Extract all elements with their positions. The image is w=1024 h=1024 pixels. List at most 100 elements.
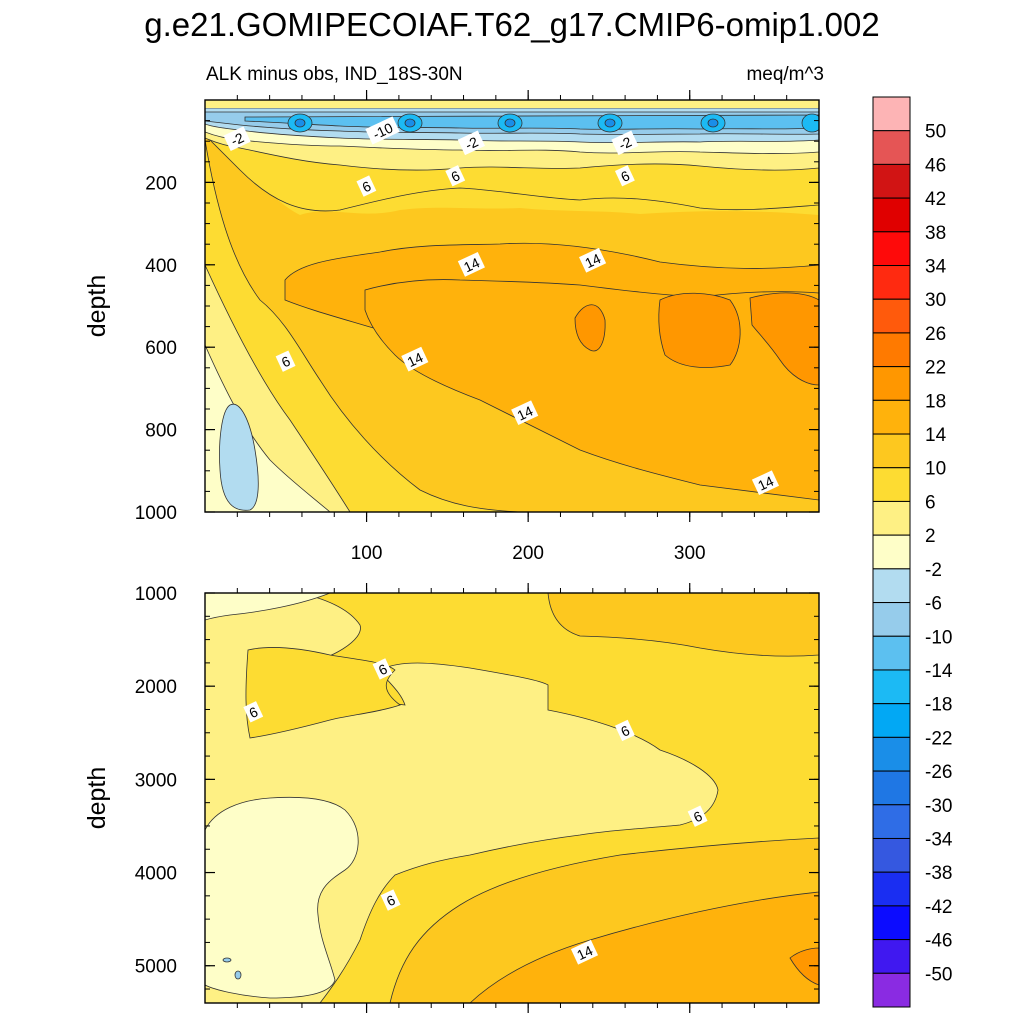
colorbar: 50 46 42 38 34 30 26 22 18 14 10 6 2 -2 -6 -10 -14 -18 -22…	[872, 96, 953, 1008]
colorbar-label: 34	[925, 257, 947, 278]
colorbar-swatch	[872, 669, 911, 705]
colorbar-swatch	[872, 298, 911, 334]
field-band-18-22-bottom	[789, 947, 819, 986]
bottom-panel-frame	[204, 592, 820, 1004]
contour-label-box	[243, 701, 264, 723]
contour-label-box	[372, 658, 393, 680]
colorbar-label: 30	[925, 290, 946, 311]
y-axis-title: depth	[83, 767, 111, 830]
colorbar-label: 14	[925, 425, 947, 446]
x-tick-label: 200	[512, 543, 544, 564]
contour-label: 14	[579, 247, 607, 273]
colorbar-label: -18	[925, 695, 952, 716]
colorbar-swatch	[872, 703, 911, 738]
y-tick-label: 3000	[135, 770, 177, 791]
field-band-18-22-patch	[574, 304, 606, 352]
y-tick-label: 1000	[135, 503, 177, 524]
contour-label-box	[614, 165, 635, 187]
colorbar-swatch	[872, 602, 911, 637]
colorbar-swatch	[872, 736, 911, 772]
contour-label-text: 14	[514, 402, 535, 423]
field-blob	[234, 970, 242, 980]
field-core	[404, 118, 416, 128]
deep-ocean-contour-field	[205, 593, 819, 1003]
colorbar-swatch	[872, 635, 911, 671]
field-band-6-10-tongue	[245, 647, 401, 739]
colorbar-swatch	[872, 804, 911, 839]
panel-subtitle: ALK minus obs, IND_18S-30N	[206, 64, 463, 85]
field-band-minus2-2-bottom	[205, 796, 359, 999]
contour-label-text: 14	[405, 349, 426, 370]
contour-label-text: 14	[461, 254, 482, 275]
upper-ocean-contour-labels: -2 -10 -2 -2 6 6 6 14 14 6 14 14 14	[223, 116, 780, 496]
y-tick-label: 200	[145, 173, 177, 194]
colorbar-label: 38	[925, 223, 946, 244]
field-band-surface-skin	[205, 100, 819, 108]
contour-label-box	[687, 805, 708, 827]
colorbar-swatch	[872, 197, 911, 233]
colorbar-label: 46	[925, 155, 946, 176]
colorbar-swatch	[872, 568, 911, 604]
contour-label: 6	[687, 805, 708, 827]
colorbar-label: 22	[925, 358, 946, 379]
contour-label-text: -10	[370, 119, 395, 142]
contour-label-box	[223, 126, 251, 152]
colorbar-swatch	[872, 130, 911, 165]
contour-label-box	[356, 175, 377, 197]
contour-label-box	[511, 400, 539, 426]
field-core	[604, 118, 616, 128]
colorbar-label: -50	[925, 964, 952, 985]
colorbar-swatch	[872, 467, 911, 502]
contour-label-box	[275, 350, 296, 372]
colorbar-swatch	[872, 366, 911, 401]
x-tick-label: 100	[351, 543, 383, 564]
contour-label: 6	[380, 889, 401, 911]
contour-label-box	[365, 116, 400, 145]
colorbar-label: -42	[925, 897, 952, 918]
colorbar-label: 18	[925, 391, 946, 412]
colorbar-swatch	[872, 500, 911, 536]
contour-label-box	[445, 165, 466, 187]
colorbar-label: -22	[925, 728, 952, 749]
colorbar-label: -30	[925, 796, 952, 817]
figure-title: g.e21.GOMIPECOIAF.T62_g17.CMIP6-omip1.00…	[144, 6, 880, 43]
contour-label: 6	[275, 350, 296, 372]
contour-label: 6	[614, 165, 635, 187]
colorbar-label: 26	[925, 324, 946, 345]
contour-label-box	[614, 719, 635, 742]
field-core	[504, 118, 516, 128]
contour-label: 6	[243, 701, 264, 723]
y-tick-label: 800	[145, 421, 177, 442]
field-band-minus6-deep-blob	[219, 403, 259, 511]
field-core	[707, 118, 719, 128]
field-core	[801, 113, 819, 133]
y-tick-label: 5000	[135, 957, 177, 978]
colorbar-label: 6	[925, 492, 936, 513]
upper-ocean-contour-field	[205, 100, 819, 512]
x-tick-label: 300	[674, 543, 706, 564]
contour-label: 14	[401, 346, 429, 372]
contour-label-box	[611, 130, 639, 156]
field-band-minus2-2-top	[205, 593, 331, 621]
colorbar-label: -10	[925, 627, 952, 648]
colorbar-swatch	[872, 770, 911, 806]
colorbar-swatch	[872, 837, 911, 873]
field-band-14-18-bottom	[469, 891, 819, 1003]
colorbar-label: 50	[925, 122, 946, 143]
y-tick-label: 1000	[135, 584, 177, 605]
field-band-18-22-patch	[658, 292, 741, 368]
colorbar-swatch	[872, 163, 911, 199]
colorbar-swatch	[872, 871, 911, 907]
colorbar-label: -6	[925, 594, 942, 615]
contour-label: 6	[372, 658, 393, 680]
field-blob	[222, 957, 232, 963]
y-axis-title: depth	[83, 275, 111, 338]
y-tick-label: 4000	[135, 864, 177, 885]
contour-label: 6	[445, 165, 466, 187]
field-band-18-22-patch	[749, 292, 819, 386]
contour-label-text: 14	[574, 942, 595, 963]
colorbar-label: -38	[925, 863, 952, 884]
contour-label: 14	[570, 939, 599, 965]
contour-label: -2	[223, 126, 251, 152]
